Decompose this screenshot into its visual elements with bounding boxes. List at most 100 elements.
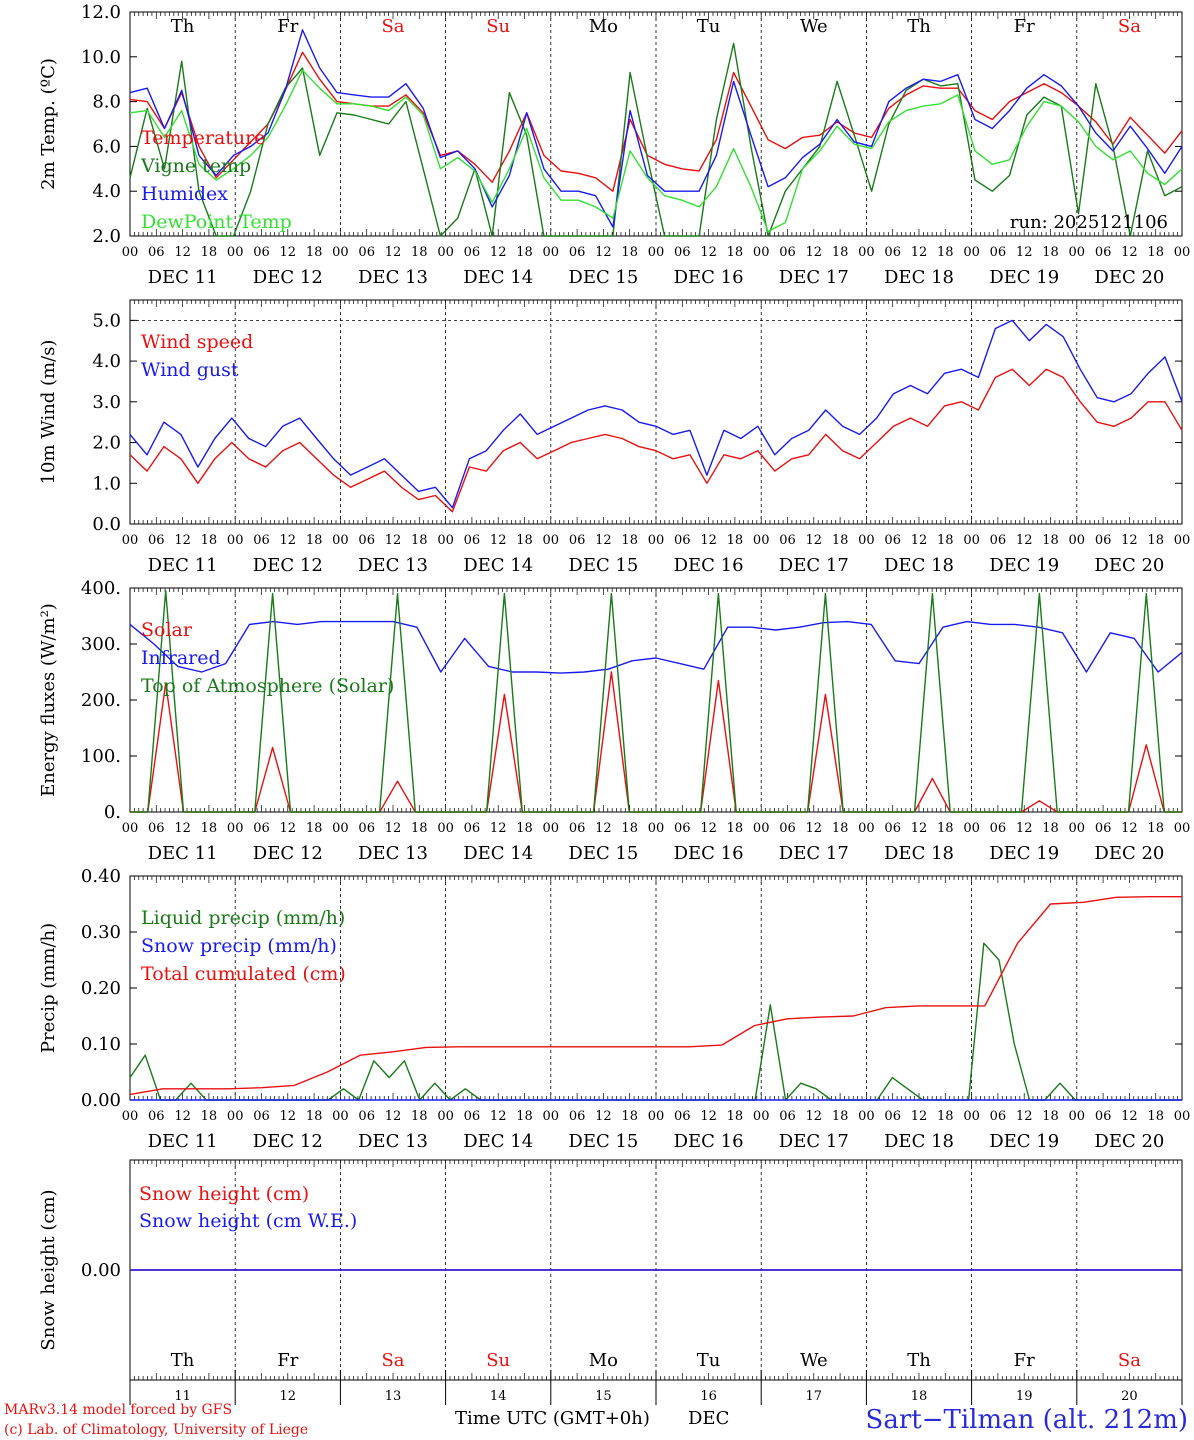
- hour-tick-label: 06: [1095, 1109, 1112, 1124]
- hour-tick-label: 00: [227, 1109, 244, 1124]
- date-label: DEC 19: [989, 267, 1059, 288]
- date-label: DEC 16: [674, 1131, 744, 1152]
- hour-tick-label: 06: [464, 821, 481, 836]
- hour-tick-label: 00: [753, 245, 770, 260]
- hour-tick-label: 18: [306, 821, 323, 836]
- hour-tick-label: 12: [595, 533, 612, 548]
- legend-entry: Solar: [141, 619, 193, 641]
- day-abbr-label: Tu: [697, 16, 721, 37]
- hour-tick-label: 06: [990, 1109, 1007, 1124]
- hour-tick-label: 12: [700, 245, 717, 260]
- hour-tick-label: 12: [490, 821, 507, 836]
- hour-tick-label: 06: [464, 1109, 481, 1124]
- day-abbr-label: Su: [486, 16, 510, 37]
- hour-tick-label: 06: [779, 533, 796, 548]
- legend-entry: Snow height (cm): [139, 1183, 309, 1205]
- legend-entry: Top of Atmosphere (Solar): [141, 675, 394, 697]
- hour-tick-label: 18: [937, 245, 954, 260]
- hour-tick-label: 06: [884, 533, 901, 548]
- hour-tick-label: 18: [727, 821, 744, 836]
- y-tick-label: 0.20: [81, 978, 121, 999]
- hour-tick-label: 06: [358, 245, 375, 260]
- hour-tick-label: 00: [543, 533, 560, 548]
- date-label: DEC 14: [463, 843, 533, 864]
- y-tick-label: 12.0: [81, 2, 121, 23]
- day-abbr-label: Tu: [697, 1350, 721, 1371]
- y-tick-label: 100.: [81, 746, 121, 767]
- hour-tick-label: 12: [490, 245, 507, 260]
- panel-temp: 2.0 4.0 6.0 8.0 10.0 12.0 2m Temp. (ºC) Th Fr Sa S…: [38, 2, 1190, 288]
- series-line-total-cumulated-cm-: [129, 896, 1182, 1096]
- date-label: DEC 17: [779, 555, 849, 576]
- panel-precip: 0.00 0.10 0.20 0.30 0.40 Precip (mm/h) 00 06 12 1…: [38, 866, 1190, 1152]
- hour-tick-label: 18: [1147, 821, 1164, 836]
- hour-tick-label: 12: [385, 245, 402, 260]
- hour-tick-label: 00: [1174, 245, 1191, 260]
- hour-tick-label: 12: [174, 821, 191, 836]
- hour-tick-label: 18: [306, 1109, 323, 1124]
- y-tick-label: 0.00: [81, 1090, 121, 1111]
- y-axis-label: Snow height (cm): [38, 1189, 59, 1350]
- hour-tick-label: 00: [437, 533, 454, 548]
- hour-tick-label: 12: [280, 821, 297, 836]
- hour-tick-label: 06: [148, 245, 165, 260]
- hour-tick-label: 06: [779, 1109, 796, 1124]
- hour-tick-label: 00: [753, 1109, 770, 1124]
- hour-tick-label: 06: [148, 1109, 165, 1124]
- hour-tick-label: 06: [990, 533, 1007, 548]
- hour-tick-label: 18: [727, 1109, 744, 1124]
- date-label: DEC 17: [779, 1131, 849, 1152]
- hour-tick-label: 12: [490, 533, 507, 548]
- date-label: DEC 14: [463, 1131, 533, 1152]
- date-label: DEC 13: [358, 1131, 428, 1152]
- hour-tick-label: 18: [306, 533, 323, 548]
- hour-tick-label: 00: [963, 245, 980, 260]
- hour-tick-label: 06: [148, 821, 165, 836]
- y-tick-label: 400.: [81, 578, 121, 599]
- day-abbr-label: Sa: [381, 1350, 404, 1371]
- y-tick-label: 0.30: [81, 922, 121, 943]
- hour-tick-label: 00: [1174, 533, 1191, 548]
- y-axis-label: 10m Wind (m/s): [38, 340, 59, 485]
- y-tick-label: 8.0: [92, 92, 121, 113]
- hour-tick-label: 00: [332, 245, 349, 260]
- y-tick-label: 0.0: [92, 514, 121, 535]
- hour-tick-label: 00: [437, 821, 454, 836]
- day-abbr-label: Th: [907, 1350, 931, 1371]
- legend-entry: Temperature: [141, 127, 265, 149]
- legend-entry: Wind gust: [141, 359, 239, 381]
- day-number-label: 14: [490, 1389, 507, 1404]
- hour-tick-label: 12: [911, 533, 928, 548]
- date-label: DEC 14: [463, 555, 533, 576]
- hour-tick-label: 00: [122, 245, 139, 260]
- hour-tick-label: 00: [227, 245, 244, 260]
- y-tick-label: 2.0: [92, 433, 121, 454]
- date-label: DEC 12: [253, 1131, 323, 1152]
- month-label: DEC: [688, 1408, 729, 1429]
- date-label: DEC 15: [568, 1131, 638, 1152]
- legend-entry: Wind speed: [141, 331, 253, 353]
- hour-tick-label: 06: [464, 245, 481, 260]
- hour-tick-label: 18: [832, 245, 849, 260]
- y-axis-label: Precip (mm/h): [38, 923, 59, 1053]
- hour-tick-label: 18: [621, 1109, 638, 1124]
- hour-tick-label: 18: [937, 1109, 954, 1124]
- hour-tick-label: 18: [727, 245, 744, 260]
- panels: 2.0 4.0 6.0 8.0 10.0 12.0 2m Temp. (ºC) Th Fr Sa S…: [38, 2, 1191, 1381]
- date-label: DEC 15: [568, 843, 638, 864]
- hour-tick-label: 12: [700, 533, 717, 548]
- hour-tick-label: 06: [253, 245, 270, 260]
- hour-tick-label: 00: [1174, 1109, 1191, 1124]
- hour-tick-label: 12: [806, 533, 823, 548]
- hour-tick-label: 00: [1069, 1109, 1086, 1124]
- hour-tick-label: 12: [280, 245, 297, 260]
- hour-tick-label: 00: [122, 821, 139, 836]
- hour-tick-label: 12: [385, 533, 402, 548]
- station-title: Sart−Tilman (alt. 212m): [866, 1405, 1188, 1435]
- hour-tick-label: 12: [385, 1109, 402, 1124]
- hour-tick-label: 12: [595, 1109, 612, 1124]
- hour-tick-label: 12: [806, 821, 823, 836]
- hour-tick-label: 18: [1147, 1109, 1164, 1124]
- hour-tick-label: 18: [1147, 533, 1164, 548]
- date-label: DEC 19: [989, 1131, 1059, 1152]
